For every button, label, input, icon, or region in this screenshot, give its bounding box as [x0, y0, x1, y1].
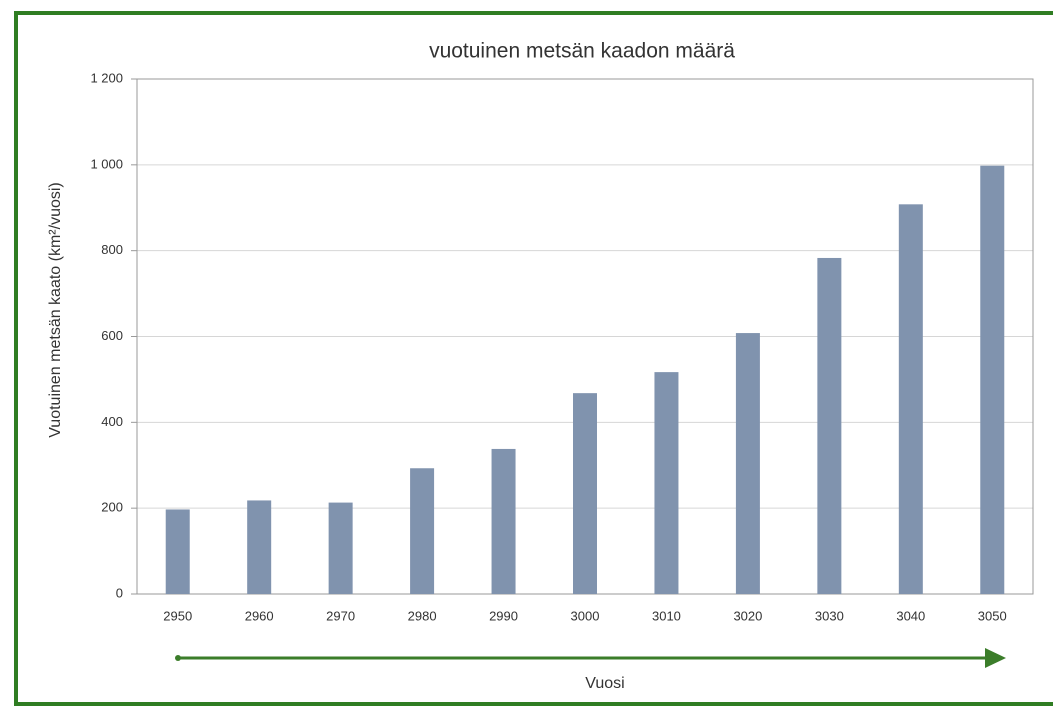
- x-tick-label: 2990: [489, 608, 518, 623]
- x-tick-label: 2960: [245, 608, 274, 623]
- bar: [735, 333, 760, 594]
- bar: [247, 500, 272, 594]
- bar: [654, 372, 679, 594]
- x-arrow-tail: [175, 655, 181, 661]
- y-tick-label: 600: [101, 328, 123, 343]
- x-tick-label: 3000: [571, 608, 600, 623]
- y-tick-label: 1 000: [90, 156, 123, 171]
- bar: [165, 509, 190, 594]
- y-tick-label: 400: [101, 414, 123, 429]
- bar: [491, 448, 516, 594]
- x-tick-label: 2980: [408, 608, 437, 623]
- bar: [573, 393, 597, 594]
- frame: [14, 11, 1053, 706]
- x-tick-label: 2950: [163, 608, 192, 623]
- x-tick-label: 3020: [733, 608, 762, 623]
- x-tick-label: 2970: [326, 608, 355, 623]
- bar: [410, 468, 435, 594]
- x-tick-label: 3040: [896, 608, 925, 623]
- x-arrow-head: [985, 648, 1006, 668]
- x-tick-label: 3030: [815, 608, 844, 623]
- bar: [328, 502, 353, 594]
- bar: [817, 257, 842, 594]
- y-tick-label: 800: [101, 242, 123, 257]
- x-axis-label: Vuosi: [585, 675, 624, 692]
- y-tick-label: 0: [116, 585, 123, 600]
- x-tick-label: 3050: [978, 608, 1007, 623]
- x-tick-label: 3010: [652, 608, 681, 623]
- y-tick-label: 200: [101, 500, 123, 515]
- y-tick-label: 1 200: [90, 70, 123, 85]
- chart-title: vuotuinen metsän kaadon määrä: [429, 40, 735, 63]
- bar: [898, 204, 923, 595]
- y-axis-label: Vuotuinen metsän kaato (km²/vuosi): [47, 182, 64, 438]
- bar: [980, 165, 1005, 595]
